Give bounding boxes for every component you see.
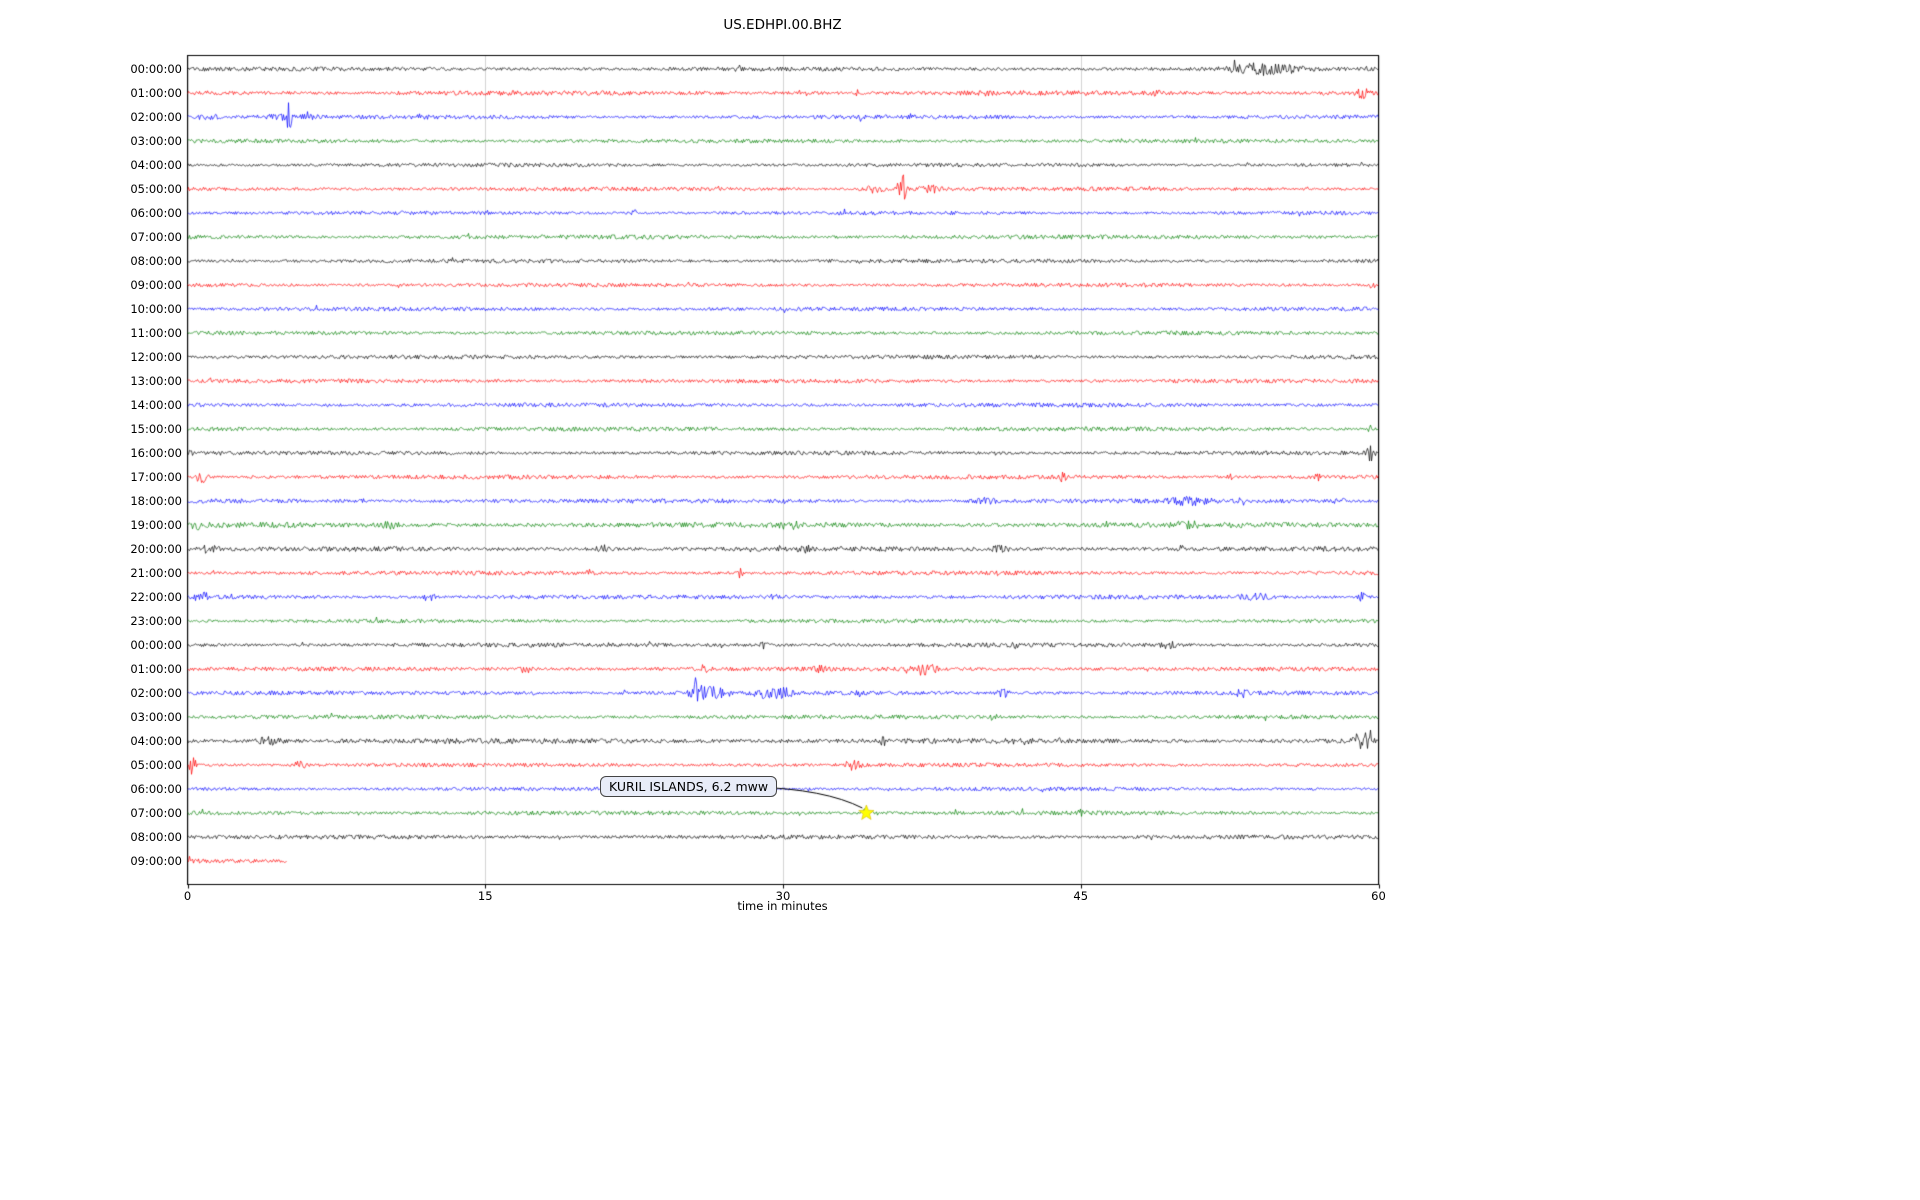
trace-time-label: 03:00:00 xyxy=(130,709,182,724)
trace-time-label: 04:00:00 xyxy=(130,733,182,748)
trace-time-label: 20:00:00 xyxy=(130,541,182,556)
trace-time-label: 05:00:00 xyxy=(130,181,182,196)
trace-time-label: 10:00:00 xyxy=(130,301,182,316)
trace-time-label: 05:00:00 xyxy=(130,757,182,772)
trace-time-label: 02:00:00 xyxy=(130,109,182,124)
trace-time-label: 00:00:00 xyxy=(130,637,182,652)
trace-time-label: 03:00:00 xyxy=(130,133,182,148)
trace-time-label: 11:00:00 xyxy=(130,325,182,340)
trace-time-labels: 00:00:00 01:00:00 02:00:00 03:00:00 04:00:00… xyxy=(0,0,182,900)
trace-time-label: 09:00:00 xyxy=(130,277,182,292)
trace-time-label: 15:00:00 xyxy=(130,421,182,436)
trace-time-label: 04:00:00 xyxy=(130,157,182,172)
x-tick-label: 30 xyxy=(775,889,791,903)
trace-time-label: 23:00:00 xyxy=(130,613,182,628)
trace-time-label: 08:00:00 xyxy=(130,253,182,268)
trace-time-label: 13:00:00 xyxy=(130,373,182,388)
trace-time-label: 16:00:00 xyxy=(130,445,182,460)
x-tick-label: 60 xyxy=(1371,889,1386,903)
trace-time-label: 14:00:00 xyxy=(130,397,182,412)
trace-time-label: 07:00:00 xyxy=(130,805,182,820)
trace-time-label: 02:00:00 xyxy=(130,685,182,700)
trace-time-label: 21:00:00 xyxy=(130,565,182,580)
trace-time-label: 19:00:00 xyxy=(130,517,182,532)
trace-time-label: 01:00:00 xyxy=(130,661,182,676)
x-tick-label: 45 xyxy=(1073,889,1089,903)
chart-title: US.EDHPI.00.BHZ xyxy=(723,17,842,33)
trace-time-label: 06:00:00 xyxy=(130,205,182,220)
x-axis-label: time in minutes xyxy=(737,899,828,913)
x-tick-label: 0 xyxy=(183,889,192,903)
x-tick-label: 15 xyxy=(477,889,493,903)
event-annotation: KURIL ISLANDS, 6.2 mww xyxy=(600,776,778,797)
trace-time-label: 09:00:00 xyxy=(130,853,182,868)
trace-time-label: 22:00:00 xyxy=(130,589,182,604)
trace-time-label: 06:00:00 xyxy=(130,781,182,796)
trace-time-label: 12:00:00 xyxy=(130,349,182,364)
trace-time-label: 08:00:00 xyxy=(130,829,182,844)
trace-time-label: 17:00:00 xyxy=(130,469,182,484)
trace-time-label: 01:00:00 xyxy=(130,85,182,100)
trace-time-label: 00:00:00 xyxy=(130,61,182,76)
trace-time-label: 07:00:00 xyxy=(130,229,182,244)
trace-time-label: 18:00:00 xyxy=(130,493,182,508)
